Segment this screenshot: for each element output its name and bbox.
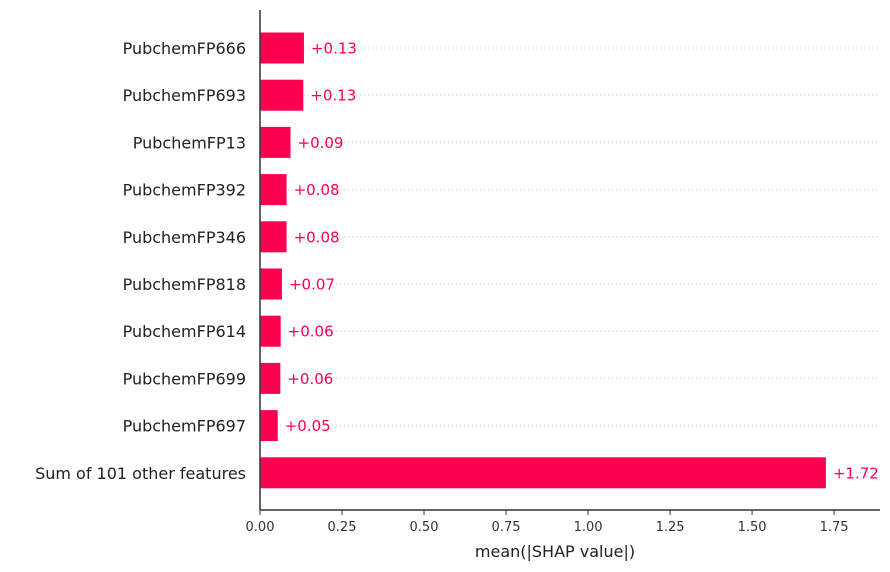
value-label: +0.07	[289, 276, 335, 294]
category-label: PubchemFP13	[133, 133, 246, 152]
x-axis-title: mean(|SHAP value|)	[475, 542, 635, 561]
category-label: PubchemFP614	[123, 322, 246, 341]
category-label: PubchemFP346	[123, 228, 246, 247]
category-label: PubchemFP697	[123, 417, 246, 436]
value-label: +0.06	[287, 370, 333, 388]
bar	[260, 79, 304, 111]
bar	[260, 32, 304, 64]
x-tick-label: 0.25	[328, 520, 357, 535]
category-label: PubchemFP666	[123, 39, 246, 58]
x-tick-label: 1.50	[738, 520, 767, 535]
bar	[260, 457, 826, 489]
x-tick-label: 1.75	[820, 520, 849, 535]
value-label: +0.08	[294, 181, 340, 199]
category-label: PubchemFP818	[123, 275, 246, 294]
bar	[260, 362, 281, 394]
x-tick-label: 0.50	[410, 520, 439, 535]
value-label: +0.13	[311, 40, 357, 58]
value-label: +1.72	[833, 464, 879, 482]
bar	[260, 315, 281, 347]
bar	[260, 410, 278, 442]
category-label: PubchemFP392	[123, 181, 246, 200]
grid-lines	[260, 47, 880, 474]
value-label: +0.05	[285, 417, 331, 435]
bar	[260, 221, 287, 253]
x-tick-label: 0.75	[492, 520, 521, 535]
category-label: PubchemFP693	[123, 86, 246, 105]
x-tick-label: 1.25	[656, 520, 685, 535]
bar	[260, 126, 291, 158]
axes: 0.00 0.25 0.50 0.75 1.00 1.25 1.50 1.75	[246, 10, 880, 535]
x-tick-label: 0.00	[246, 520, 275, 535]
value-label: +0.06	[288, 323, 334, 341]
bar	[260, 174, 287, 206]
bar	[260, 268, 282, 300]
category-label: Sum of 101 other features	[35, 464, 246, 483]
category-labels: PubchemFP666 PubchemFP693 PubchemFP13 Pubch…	[35, 39, 246, 483]
value-label: +0.13	[310, 87, 356, 105]
bars	[260, 32, 826, 489]
value-labels: +0.13 +0.13 +0.09 +0.08 +0.08 +0.07 +0.06 +0.06…	[285, 40, 879, 483]
x-tick-label: 1.00	[574, 520, 603, 535]
category-label: PubchemFP699	[123, 369, 246, 388]
value-label: +0.09	[298, 134, 344, 152]
value-label: +0.08	[294, 228, 340, 246]
